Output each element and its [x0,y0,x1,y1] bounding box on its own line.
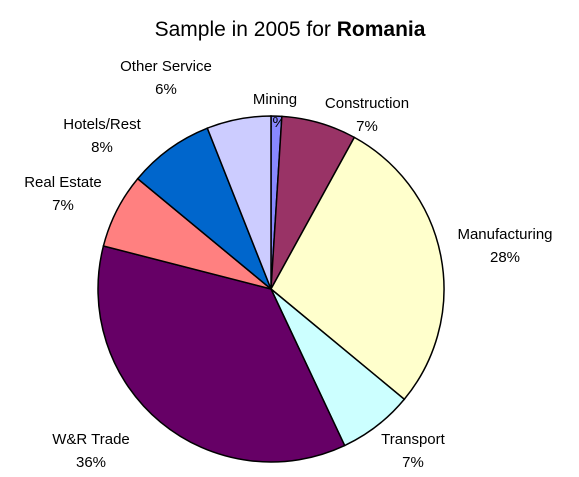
slice-label: W&R Trade [52,431,130,448]
slice-label: Real Estate [24,174,102,191]
slice-value-label: 7% [402,454,424,471]
slice-value-label: 7% [356,118,378,135]
chart-title: Sample in 2005 for Romania [155,18,426,41]
slice-value-label: 28% [490,249,520,266]
slice-value-label: 7% [52,197,74,214]
slice-value-label: 6% [155,81,177,98]
pie-slice [270,136,445,401]
slice-value-label: 36% [76,454,106,471]
slice-label: Mining [253,91,297,108]
slice-label: Construction [325,95,409,112]
slice-label: Other Service [120,58,212,75]
slice-label: Transport [381,431,445,448]
pie-slice [97,245,346,463]
slice-label: Hotels/Rest [63,116,141,133]
title-country: Romania [337,18,426,41]
slice-label: Manufacturing [457,226,552,243]
slice-value-label: 8% [91,139,113,156]
title-text: Sample in 2005 for [155,18,331,41]
pie-slice [206,115,272,290]
